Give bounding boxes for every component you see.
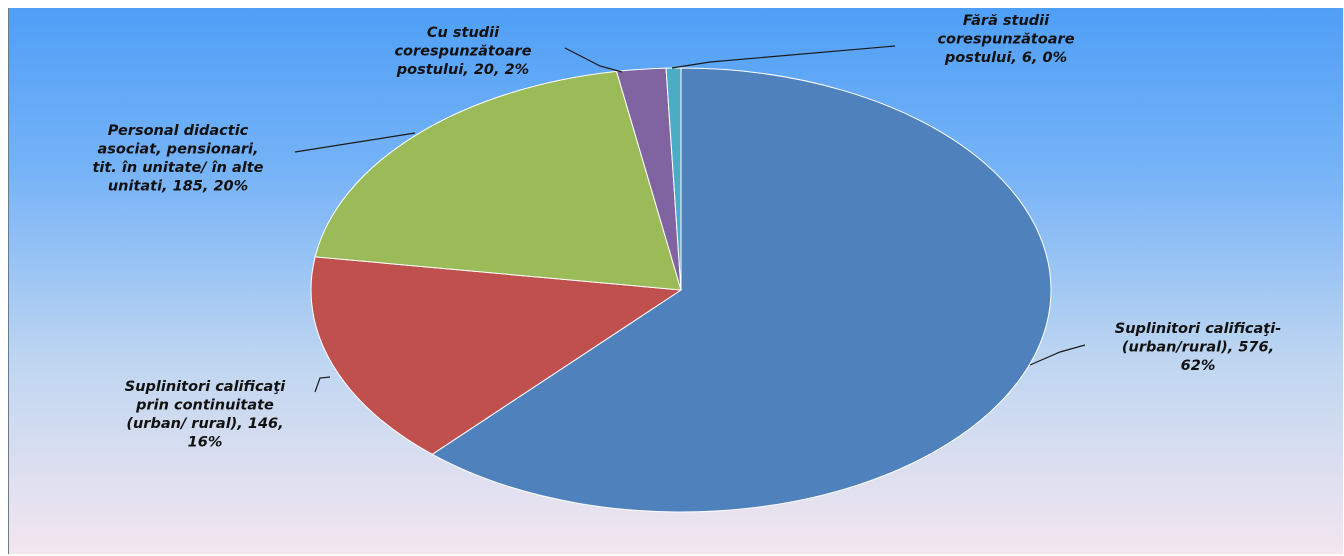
leader-line-3 <box>294 132 416 153</box>
data-label-line: postului, 20, 2% <box>396 62 529 78</box>
pie-slice-2 <box>310 256 683 455</box>
data-label-line: Cu studii <box>427 25 500 41</box>
data-label-line: corespunzătoare <box>937 32 1074 48</box>
pie-slice-3 <box>314 70 682 291</box>
data-label-3: Personal didactic asociat, pensionari, tit… <box>92 123 263 195</box>
pie-slice-1 <box>431 67 1052 513</box>
data-label-line: (urban/rural), 576, <box>1122 340 1274 356</box>
data-label-2: Suplinitori calificaţi prin continuitate (… <box>125 379 286 451</box>
data-label-line: Personal didactic <box>108 123 249 139</box>
data-label-line: corespunzătoare <box>394 44 531 60</box>
data-label-5: Fără studii corespunzătoare postului, 6, 0… <box>937 13 1074 66</box>
leader-line-2 <box>314 376 331 393</box>
data-label-line: (urban/ rural), 146, <box>126 416 283 432</box>
data-label-line: Suplinitori calificaţi- <box>1115 321 1281 337</box>
data-label-1: Suplinitori calificaţi- (urban/rural), 57… <box>1115 321 1281 374</box>
leader-line-4 <box>564 47 623 73</box>
data-label-line: prin continuitate <box>135 398 274 414</box>
data-label-4: Cu studii corespunzătoare postului, 20, 2% <box>394 25 531 78</box>
data-label-line: asociat, pensionari, <box>97 142 258 158</box>
data-label-line: unitati, 185, 20% <box>108 179 248 195</box>
leader-line-5 <box>671 45 896 69</box>
data-label-line: 62% <box>1181 358 1216 374</box>
data-label-line: postului, 6, 0% <box>944 50 1067 66</box>
data-label-line: Suplinitori calificaţi <box>125 379 286 395</box>
leader-line-1 <box>1029 344 1086 366</box>
data-label-line: Fără studii <box>963 13 1050 29</box>
data-label-line: 16% <box>188 435 223 451</box>
data-label-line: tit. în unitate/ în alte <box>92 160 263 176</box>
